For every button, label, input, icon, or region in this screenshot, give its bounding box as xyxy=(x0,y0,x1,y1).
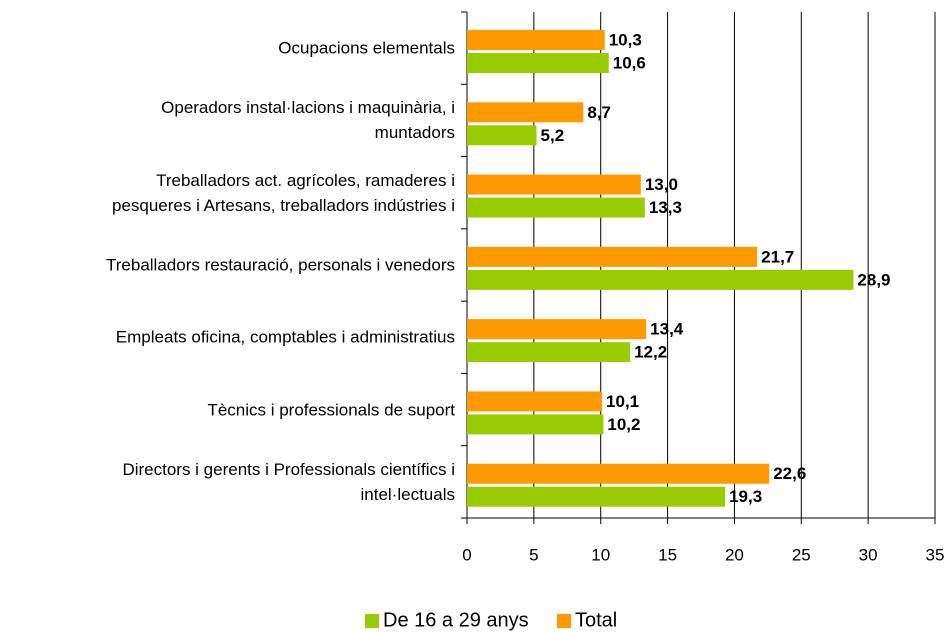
value-label: 13,0 xyxy=(645,175,678,194)
category-label: Treballadors act. agrícoles, ramaderes i… xyxy=(111,170,455,215)
value-label: 10,1 xyxy=(606,392,639,411)
bar xyxy=(467,319,647,340)
category-label: Operadors instal·lacions i maquinària, i… xyxy=(161,98,455,143)
bar xyxy=(467,342,631,363)
value-label: 10,3 xyxy=(609,30,642,49)
bar xyxy=(467,463,770,484)
category-label: Treballadors restauració, personals i ve… xyxy=(106,255,455,275)
bar xyxy=(467,125,537,146)
value-label: 12,2 xyxy=(634,343,667,362)
value-label: 8,7 xyxy=(587,103,611,122)
x-tick-label: 25 xyxy=(792,545,811,564)
value-label: 22,6 xyxy=(773,464,806,483)
value-label: 28,9 xyxy=(857,270,890,289)
bar xyxy=(467,269,854,290)
x-tick-label: 10 xyxy=(591,545,610,564)
legend-swatch xyxy=(557,614,571,628)
bar xyxy=(467,174,641,195)
bar xyxy=(467,197,645,218)
legend-label: De 16 a 29 anys xyxy=(383,609,529,631)
category-label: Directors i gerents i Professionals cien… xyxy=(122,459,455,504)
bar xyxy=(467,102,584,123)
x-tick-label: 5 xyxy=(529,545,538,564)
value-label: 21,7 xyxy=(761,247,794,266)
category-label: Empleats oficina, comptables i administr… xyxy=(115,327,455,347)
bar xyxy=(467,486,726,507)
bar xyxy=(467,246,758,267)
value-label: 13,3 xyxy=(649,198,682,217)
value-label: 5,2 xyxy=(541,126,565,145)
value-label: 10,2 xyxy=(607,415,640,434)
category-label: Ocupacions elementals xyxy=(278,38,455,58)
bar xyxy=(467,53,609,73)
category-label: Tècnics i professionals de suport xyxy=(207,400,455,420)
value-label: 10,6 xyxy=(613,53,646,72)
x-tick-label: 15 xyxy=(658,545,677,564)
value-label: 13,4 xyxy=(650,320,684,339)
bar xyxy=(467,30,605,50)
x-tick-label: 30 xyxy=(859,545,878,564)
value-label: 19,3 xyxy=(729,487,762,506)
x-tick-label: 35 xyxy=(926,545,945,564)
x-tick-label: 0 xyxy=(462,545,471,564)
x-tick-label: 20 xyxy=(725,545,744,564)
bar xyxy=(467,391,603,412)
bar xyxy=(467,414,604,435)
legend-swatch xyxy=(365,614,379,628)
legend-label: Total xyxy=(575,609,617,631)
